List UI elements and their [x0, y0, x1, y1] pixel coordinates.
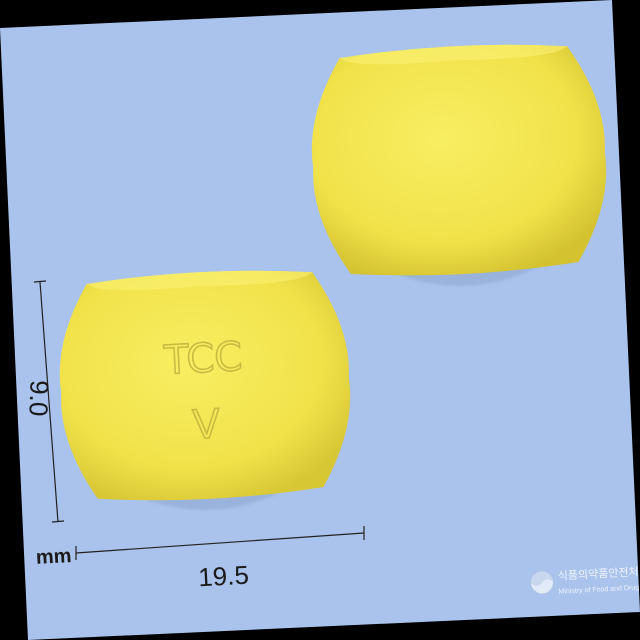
width-value: 19.5 [197, 560, 249, 593]
pill-front [59, 270, 351, 510]
mfds-seal-icon [531, 571, 554, 594]
pill-imprint-line-2: V [191, 401, 221, 448]
unit-label: mm [35, 545, 72, 569]
height-dimension [33, 280, 65, 523]
agency-name-ko: 식품의약품안전처 [557, 564, 639, 582]
pill-imprint-line-1: TCC [162, 334, 243, 384]
pill-back [311, 44, 607, 286]
height-value: 9.0 [23, 380, 54, 417]
width-dimension [75, 526, 365, 560]
